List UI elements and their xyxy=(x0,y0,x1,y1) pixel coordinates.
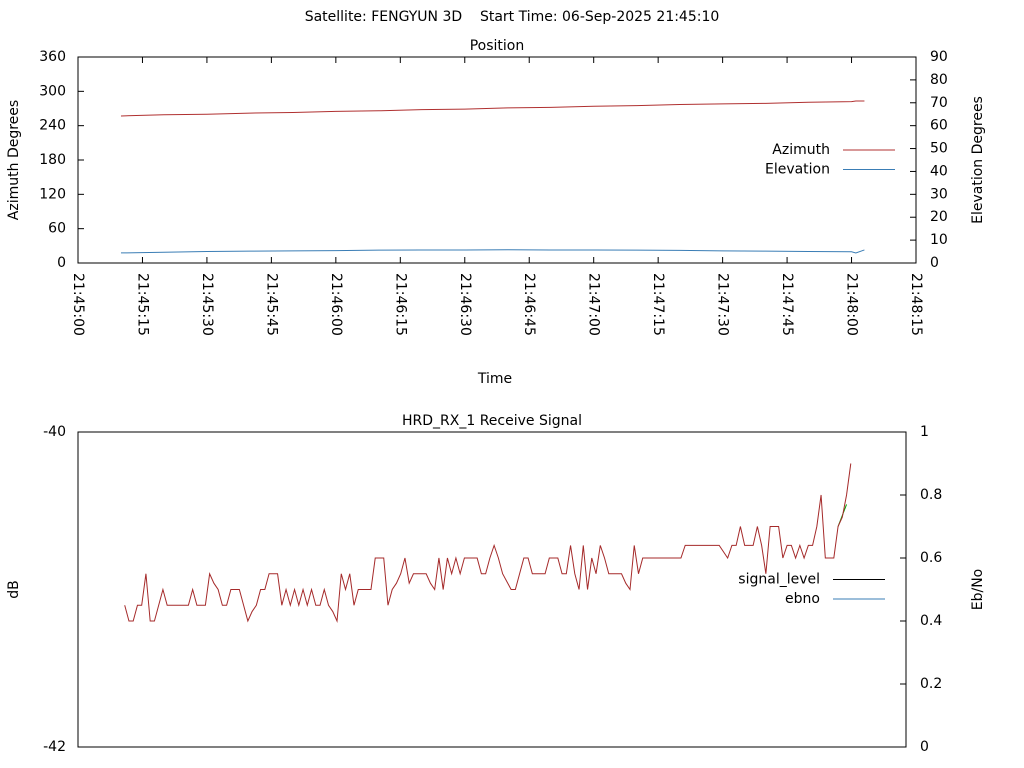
y-tick-label: 120 xyxy=(39,186,66,202)
plot-frame xyxy=(77,431,907,748)
legend-label: signal_level xyxy=(738,572,820,588)
y2-tick-label: 60 xyxy=(930,118,948,134)
x-tick-label: 21:47:45 xyxy=(779,273,795,336)
y2-tick-label: 90 xyxy=(930,49,948,65)
chart-title: HRD_RX_1 Receive Signal xyxy=(402,413,582,429)
y2-tick-label: 40 xyxy=(930,163,948,179)
chart-title: Position xyxy=(470,38,525,54)
y2-tick-label: 50 xyxy=(930,141,948,157)
y-tick-label: 360 xyxy=(39,49,66,65)
x-tick-label: 21:46:15 xyxy=(392,273,408,336)
legend-label: ebno xyxy=(785,591,820,607)
x-tick-label: 21:48:00 xyxy=(844,273,860,336)
x-tick-label: 21:47:15 xyxy=(650,273,666,336)
x-tick-label: 21:45:00 xyxy=(70,273,86,336)
y2-tick-label: 10 xyxy=(930,232,948,248)
legend-label: Azimuth xyxy=(772,142,830,158)
y2-tick-label: 20 xyxy=(930,209,948,225)
y2-tick-label: 0 xyxy=(930,255,939,271)
series-line xyxy=(120,100,865,117)
x-tick-label: 21:47:00 xyxy=(586,273,602,336)
y2-tick-label: 30 xyxy=(930,186,948,202)
y-tick-label: 300 xyxy=(39,83,66,99)
y2-axis-label: Eb/No xyxy=(970,569,986,611)
y-tick-label: 60 xyxy=(48,221,66,237)
x-tick-label: 21:45:45 xyxy=(263,273,279,336)
y-tick-label: 240 xyxy=(39,118,66,134)
y2-tick-label: 0.2 xyxy=(920,676,942,692)
x-tick-label: 21:48:15 xyxy=(908,273,924,336)
y2-tick-label: 0 xyxy=(920,739,929,755)
y2-tick-label: 1 xyxy=(920,424,929,440)
x-axis-label: Time xyxy=(477,371,512,387)
y-tick-label: -42 xyxy=(43,739,66,755)
y-tick-label: 0 xyxy=(57,255,66,271)
series-line xyxy=(124,463,852,623)
x-tick-label: 21:46:45 xyxy=(521,273,537,336)
y-tick-label: -40 xyxy=(43,424,66,440)
legend-label: Elevation xyxy=(765,162,830,178)
plot-frame xyxy=(77,56,917,264)
y2-axis-label: Elevation Degrees xyxy=(970,96,986,224)
x-tick-label: 21:47:30 xyxy=(715,273,731,336)
x-tick-label: 21:46:30 xyxy=(457,273,473,336)
y-tick-label: 180 xyxy=(39,152,66,168)
y2-tick-label: 0.6 xyxy=(920,550,942,566)
x-tick-label: 21:45:30 xyxy=(199,273,215,336)
y-axis-label: Azimuth Degrees xyxy=(6,100,22,220)
x-tick-label: 21:46:00 xyxy=(328,273,344,336)
y2-tick-label: 0.8 xyxy=(920,487,942,503)
x-tick-label: 21:45:15 xyxy=(134,273,150,336)
y2-tick-label: 80 xyxy=(930,72,948,88)
page-title: Satellite: FENGYUN 3D Start Time: 06-Sep… xyxy=(305,9,720,25)
series-line xyxy=(120,249,865,254)
y-axis-label: dB xyxy=(6,580,22,599)
y2-tick-label: 0.4 xyxy=(920,613,942,629)
y2-tick-label: 70 xyxy=(930,95,948,111)
